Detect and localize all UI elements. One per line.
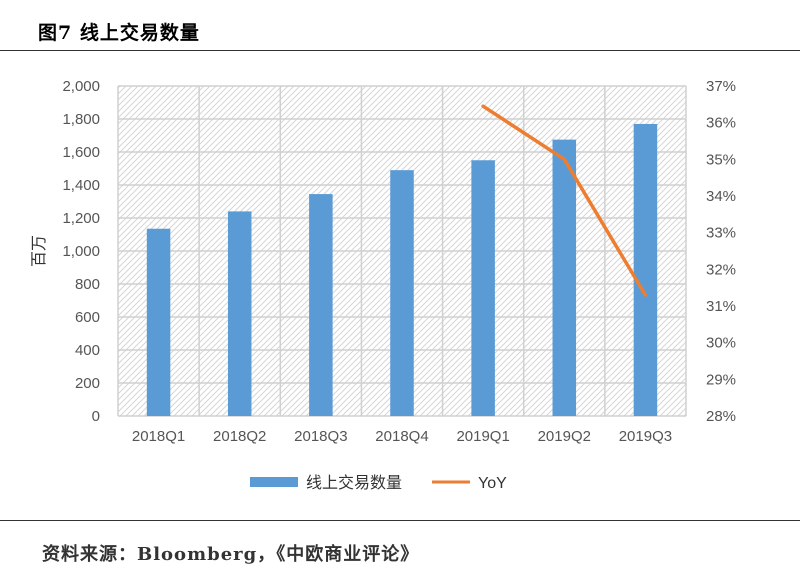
y-tick-label: 200: [75, 375, 100, 392]
y-tick-label: 1,400: [62, 177, 100, 194]
bar: [146, 228, 171, 416]
y-tick-label: 0: [92, 408, 100, 425]
bar: [390, 170, 414, 416]
y2-tick-label: 33%: [706, 225, 736, 242]
x-tick-label: 2018Q2: [213, 428, 266, 445]
y-tick-label: 1,000: [62, 243, 100, 260]
y2-tick-label: 36%: [706, 115, 736, 132]
source-note: 资料来源：Bloomberg，《中欧商业评论》: [42, 540, 419, 566]
yoy-line: [481, 104, 648, 297]
y-tick-label: 1,800: [62, 111, 100, 128]
x-tick-label: 2019Q2: [538, 428, 591, 445]
y2-tick-label: 29%: [706, 371, 736, 388]
bar: [633, 123, 658, 416]
gridlines: [117, 85, 687, 417]
y2-tick-label: 28%: [706, 408, 736, 425]
y-tick-label: 1,600: [62, 144, 100, 161]
y2-tick-label: 34%: [706, 188, 736, 205]
y-tick-label: 600: [75, 309, 100, 326]
x-tick-label: 2018Q3: [294, 428, 347, 445]
bar: [227, 211, 252, 416]
bar: [309, 194, 333, 416]
top-rule: [0, 50, 800, 51]
bottom-rule: [0, 520, 800, 521]
right-axis-ticks: 28% 29% 30% 31% 32% 33% 34% 35% 36% 37%: [706, 78, 736, 425]
y-tick-label: 2,000: [62, 78, 100, 95]
x-tick-label: 2019Q1: [456, 428, 509, 445]
figure-title: 图7 线上交易数量: [38, 22, 200, 44]
bar: [471, 160, 495, 416]
source-prefix: 资料来源：: [42, 544, 137, 565]
x-axis-ticks: 2018Q1 2018Q2 2018Q3 2018Q4 2019Q1 2019Q2 2019…: [132, 428, 672, 445]
yoy-line-layer: [481, 104, 648, 297]
y2-tick-label: 37%: [706, 78, 736, 95]
y-tick-label: 400: [75, 342, 100, 359]
x-tick-label: 2018Q1: [132, 428, 185, 445]
legend-swatch-bars: [250, 477, 298, 487]
y-tick-label: 800: [75, 276, 100, 293]
legend-label-bars: 线上交易数量: [306, 474, 402, 492]
source-text: Bloomberg，《中欧商业评论》: [137, 544, 420, 565]
y2-tick-label: 30%: [706, 335, 736, 352]
y2-tick-label: 32%: [706, 261, 736, 278]
y-axis-label: 百万: [31, 235, 48, 267]
y-tick-label: 1,200: [62, 210, 100, 227]
bar: [552, 139, 577, 416]
left-axis-ticks: 0 200 400 600 800 1,000 1,200 1,400 1,600 1,800 2,…: [62, 78, 100, 425]
chart: 0 200 400 600 800 1,000 1,200 1,400 1,600 1,800 2,…: [31, 78, 736, 492]
y2-tick-label: 35%: [706, 151, 736, 168]
x-tick-label: 2019Q3: [619, 428, 672, 445]
legend-label-yoy: YoY: [478, 475, 507, 492]
x-tick-label: 2018Q4: [375, 428, 428, 445]
bars: [146, 123, 658, 416]
legend: 线上交易数量 YoY: [250, 474, 507, 492]
y2-tick-label: 31%: [706, 298, 736, 315]
